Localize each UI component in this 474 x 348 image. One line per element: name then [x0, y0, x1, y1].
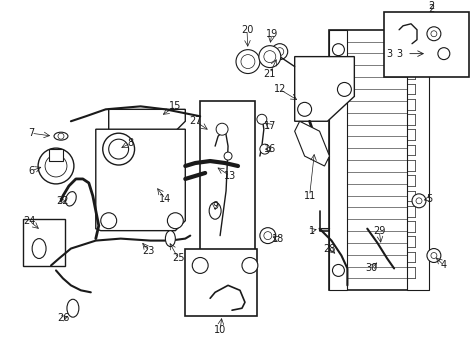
Circle shape — [427, 248, 441, 262]
Text: 25: 25 — [172, 253, 184, 263]
Circle shape — [272, 44, 288, 60]
Circle shape — [103, 133, 135, 165]
Circle shape — [298, 102, 311, 116]
Circle shape — [38, 148, 74, 184]
Circle shape — [236, 50, 260, 73]
Text: 13: 13 — [224, 171, 236, 181]
Text: 3: 3 — [386, 49, 392, 58]
Bar — [384, 12, 469, 77]
Circle shape — [45, 155, 67, 177]
Text: 1: 1 — [309, 226, 315, 236]
Circle shape — [259, 46, 281, 68]
Ellipse shape — [209, 202, 221, 219]
Text: 14: 14 — [159, 194, 172, 204]
Bar — [200, 101, 255, 285]
Polygon shape — [295, 121, 329, 166]
Bar — [49, 149, 63, 161]
Circle shape — [427, 27, 441, 41]
Text: 12: 12 — [273, 85, 286, 94]
Text: 18: 18 — [272, 234, 284, 244]
Text: 7: 7 — [28, 128, 34, 138]
Text: 3: 3 — [396, 49, 402, 58]
Text: 9: 9 — [212, 201, 218, 211]
Text: 11: 11 — [303, 191, 316, 201]
Text: 15: 15 — [169, 101, 182, 111]
Bar — [329, 30, 347, 290]
Circle shape — [431, 253, 437, 259]
Circle shape — [416, 198, 422, 204]
Text: 21: 21 — [264, 69, 276, 79]
Text: 23: 23 — [142, 246, 155, 255]
Circle shape — [216, 123, 228, 135]
Circle shape — [332, 44, 345, 56]
Text: 28: 28 — [323, 244, 336, 254]
Circle shape — [438, 48, 450, 60]
Text: 6: 6 — [28, 166, 34, 176]
Text: 8: 8 — [128, 138, 134, 148]
Circle shape — [431, 31, 437, 37]
Bar — [23, 219, 65, 267]
Polygon shape — [109, 109, 185, 131]
Text: 19: 19 — [266, 29, 278, 39]
Circle shape — [109, 139, 128, 159]
Circle shape — [332, 264, 345, 276]
Circle shape — [58, 133, 64, 139]
Text: 16: 16 — [264, 144, 276, 154]
Bar — [407, 30, 429, 290]
Polygon shape — [295, 57, 355, 121]
Circle shape — [101, 213, 117, 229]
Text: 22: 22 — [57, 196, 69, 206]
Circle shape — [192, 258, 208, 274]
Circle shape — [276, 48, 284, 56]
Text: 26: 26 — [57, 313, 69, 323]
Text: 5: 5 — [426, 194, 432, 204]
Bar — [329, 30, 429, 290]
Ellipse shape — [165, 231, 175, 247]
Ellipse shape — [67, 299, 79, 317]
Circle shape — [260, 144, 270, 154]
Ellipse shape — [32, 239, 46, 259]
Text: 2: 2 — [428, 4, 434, 14]
Text: 17: 17 — [264, 121, 276, 131]
Text: 2: 2 — [428, 1, 434, 11]
Ellipse shape — [54, 132, 68, 140]
Text: 10: 10 — [214, 325, 226, 335]
Circle shape — [412, 194, 426, 208]
Circle shape — [242, 258, 258, 274]
Circle shape — [167, 213, 183, 229]
Text: 30: 30 — [365, 263, 377, 274]
Circle shape — [241, 55, 255, 69]
Circle shape — [337, 82, 351, 96]
Circle shape — [257, 114, 267, 124]
Text: 20: 20 — [241, 25, 253, 35]
Circle shape — [260, 228, 276, 244]
Circle shape — [264, 232, 272, 240]
Text: 29: 29 — [373, 226, 385, 236]
Polygon shape — [96, 129, 185, 231]
Text: 24: 24 — [23, 216, 36, 226]
Text: 4: 4 — [441, 260, 447, 270]
Text: 27: 27 — [189, 116, 201, 126]
Bar — [185, 248, 257, 316]
Ellipse shape — [65, 192, 76, 206]
Circle shape — [264, 51, 276, 63]
Circle shape — [224, 152, 232, 160]
